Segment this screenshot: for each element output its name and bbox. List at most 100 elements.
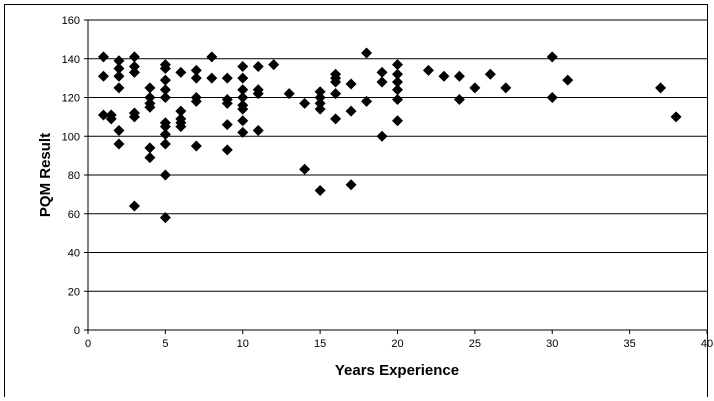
- data-point: [221, 72, 233, 84]
- data-point: [128, 66, 140, 78]
- data-point: [113, 70, 125, 82]
- x-tick-label: 0: [85, 338, 91, 350]
- y-tick-label: 80: [68, 170, 80, 182]
- data-points: [97, 47, 682, 224]
- data-point: [144, 142, 156, 154]
- data-point: [159, 84, 171, 96]
- x-tick-labels: 0 5 10 15 20 25 30 35 40: [85, 338, 713, 350]
- data-point: [237, 61, 249, 72]
- data-point: [105, 113, 117, 125]
- data-point: [392, 68, 403, 80]
- y-tick-label: 160: [62, 15, 80, 27]
- x-tick-label: 10: [237, 338, 249, 350]
- data-point: [190, 140, 202, 152]
- x-axis-title: Years Experience: [335, 362, 459, 379]
- data-point: [128, 61, 140, 72]
- data-point: [190, 64, 202, 76]
- data-point: [113, 55, 125, 67]
- y-tick-label: 60: [68, 209, 80, 221]
- data-point: [221, 97, 233, 109]
- data-point: [252, 61, 264, 72]
- y-tick-label: 0: [74, 325, 80, 337]
- data-point: [206, 51, 218, 63]
- data-point: [361, 95, 373, 107]
- y-tick-label: 140: [62, 54, 80, 66]
- data-point: [546, 51, 558, 63]
- data-point: [546, 92, 558, 103]
- data-point: [159, 62, 171, 74]
- data-point: [113, 62, 125, 74]
- data-point: [376, 130, 388, 142]
- data-point: [128, 111, 140, 123]
- data-point: [175, 105, 187, 117]
- data-point: [345, 179, 357, 191]
- x-tick-label: 30: [546, 338, 558, 350]
- data-point: [252, 124, 264, 136]
- data-point: [299, 97, 311, 109]
- x-tick-label: 25: [469, 338, 481, 350]
- data-point: [175, 66, 187, 78]
- data-point: [97, 51, 109, 63]
- data-point: [97, 109, 109, 121]
- x-tick-label: 20: [391, 338, 403, 350]
- data-point: [330, 76, 342, 88]
- data-point: [670, 111, 682, 123]
- data-point: [655, 82, 667, 94]
- x-tick-label: 15: [314, 338, 326, 350]
- gridlines: [84, 19, 708, 334]
- y-tick-labels: 0 20 40 60 80 100 120 140 160: [62, 15, 80, 337]
- data-point: [422, 64, 434, 76]
- data-point: [237, 115, 249, 127]
- data-point: [299, 163, 311, 175]
- data-point: [562, 74, 574, 86]
- data-point: [190, 95, 202, 107]
- axes: [87, 20, 707, 331]
- data-point: [314, 103, 326, 115]
- data-point: [97, 70, 109, 82]
- data-point: [392, 84, 403, 96]
- y-tick-label: 20: [68, 286, 80, 298]
- data-point: [128, 51, 140, 63]
- data-point: [392, 59, 403, 71]
- data-point: [159, 212, 171, 224]
- data-point: [237, 92, 249, 103]
- data-point: [283, 88, 295, 100]
- data-point: [190, 72, 202, 84]
- data-point: [345, 105, 357, 117]
- data-point: [376, 66, 388, 78]
- data-point: [159, 74, 171, 86]
- data-point: [221, 144, 233, 156]
- data-point: [237, 72, 249, 84]
- data-point: [484, 68, 496, 80]
- data-point: [392, 76, 403, 88]
- data-point: [330, 88, 342, 100]
- data-point: [376, 76, 388, 88]
- y-tick-label: 100: [62, 131, 80, 143]
- data-point: [438, 70, 450, 82]
- data-point: [113, 124, 125, 136]
- x-tick-label: 40: [701, 338, 713, 350]
- data-point: [175, 121, 187, 133]
- data-point: [252, 88, 264, 100]
- data-point: [237, 126, 249, 138]
- data-point: [268, 59, 280, 71]
- data-point: [159, 128, 171, 140]
- data-point: [113, 138, 125, 150]
- data-point: [345, 78, 357, 90]
- data-point: [237, 103, 249, 115]
- data-point: [453, 70, 465, 82]
- data-point: [144, 82, 156, 94]
- data-point: [392, 115, 403, 127]
- data-point: [144, 101, 156, 113]
- data-point: [206, 72, 218, 84]
- data-point: [330, 113, 342, 125]
- data-point: [500, 82, 512, 94]
- data-point: [159, 138, 171, 150]
- data-point: [128, 200, 140, 212]
- data-point: [361, 47, 373, 59]
- y-axis-title: PQM Result: [37, 133, 54, 217]
- data-point: [469, 82, 481, 94]
- x-tick-label: 35: [624, 338, 636, 350]
- data-point: [144, 92, 156, 103]
